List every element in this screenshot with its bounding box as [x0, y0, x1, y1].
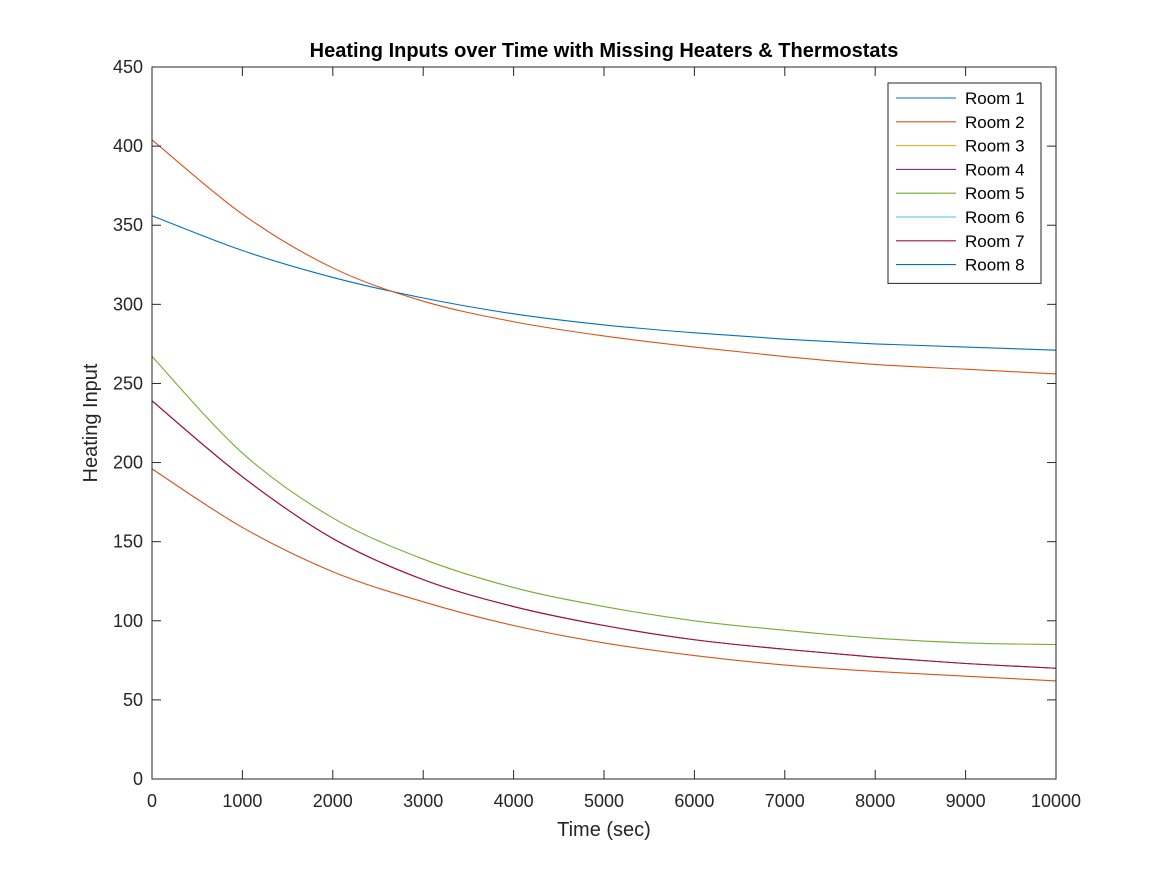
legend-label-room-4: Room 4: [965, 160, 1025, 179]
legend: Room 1 Room 2 Room 3 Room 4 Room 5 Room 6 Room…: [887, 82, 1042, 284]
y-tick-label: 350: [113, 215, 143, 235]
series-line-room-5: [151, 356, 1057, 646]
y-tick-label: 200: [113, 453, 143, 473]
legend-box: [887, 82, 1042, 284]
y-tick-label: 50: [123, 690, 143, 710]
x-tick-label: 4000: [494, 791, 534, 811]
x-tick-label: 9000: [946, 791, 986, 811]
x-tick-label: 10000: [1031, 791, 1081, 811]
legend-label-room-8: Room 8: [965, 256, 1025, 275]
y-tick-label: 0: [133, 769, 143, 789]
legend-label-room-6: Room 6: [965, 208, 1025, 227]
x-tick-label: 6000: [674, 791, 714, 811]
x-tick-label: 2000: [313, 791, 353, 811]
legend-label-room-2: Room 2: [965, 113, 1025, 132]
y-tick-label: 400: [113, 136, 143, 156]
y-tick-label: 150: [113, 532, 143, 552]
legend-label-room-3: Room 3: [965, 137, 1025, 156]
x-tick-label: 8000: [855, 791, 895, 811]
y-tick-label: 250: [113, 373, 143, 393]
series-line-room-7: [151, 400, 1057, 669]
x-tick-label: 0: [147, 791, 157, 811]
chart-title: Heating Inputs over Time with Missing He…: [310, 40, 899, 62]
tick-layer: 0 1000 2000 3000 4000 5000 6000 7000 8000 9000 100…: [113, 57, 1081, 811]
y-axis-label: Heating Input: [80, 363, 102, 482]
legend-label-room-5: Room 5: [965, 184, 1025, 203]
y-tick-label: 100: [113, 611, 143, 631]
x-tick-label: 1000: [222, 791, 262, 811]
x-tick-label: 5000: [584, 791, 624, 811]
legend-label-room-1: Room 1: [965, 89, 1025, 108]
legend-label-room-7: Room 7: [965, 232, 1025, 251]
x-tick-label: 7000: [765, 791, 805, 811]
series-line-room-2: [151, 139, 1057, 375]
x-axis-label: Time (sec): [557, 819, 651, 841]
y-tick-label: 300: [113, 294, 143, 314]
x-tick-label: 3000: [403, 791, 443, 811]
series-line-unlabeled-8: [151, 468, 1057, 682]
y-tick-label: 450: [113, 57, 143, 77]
series-line-room-1: [151, 215, 1057, 351]
